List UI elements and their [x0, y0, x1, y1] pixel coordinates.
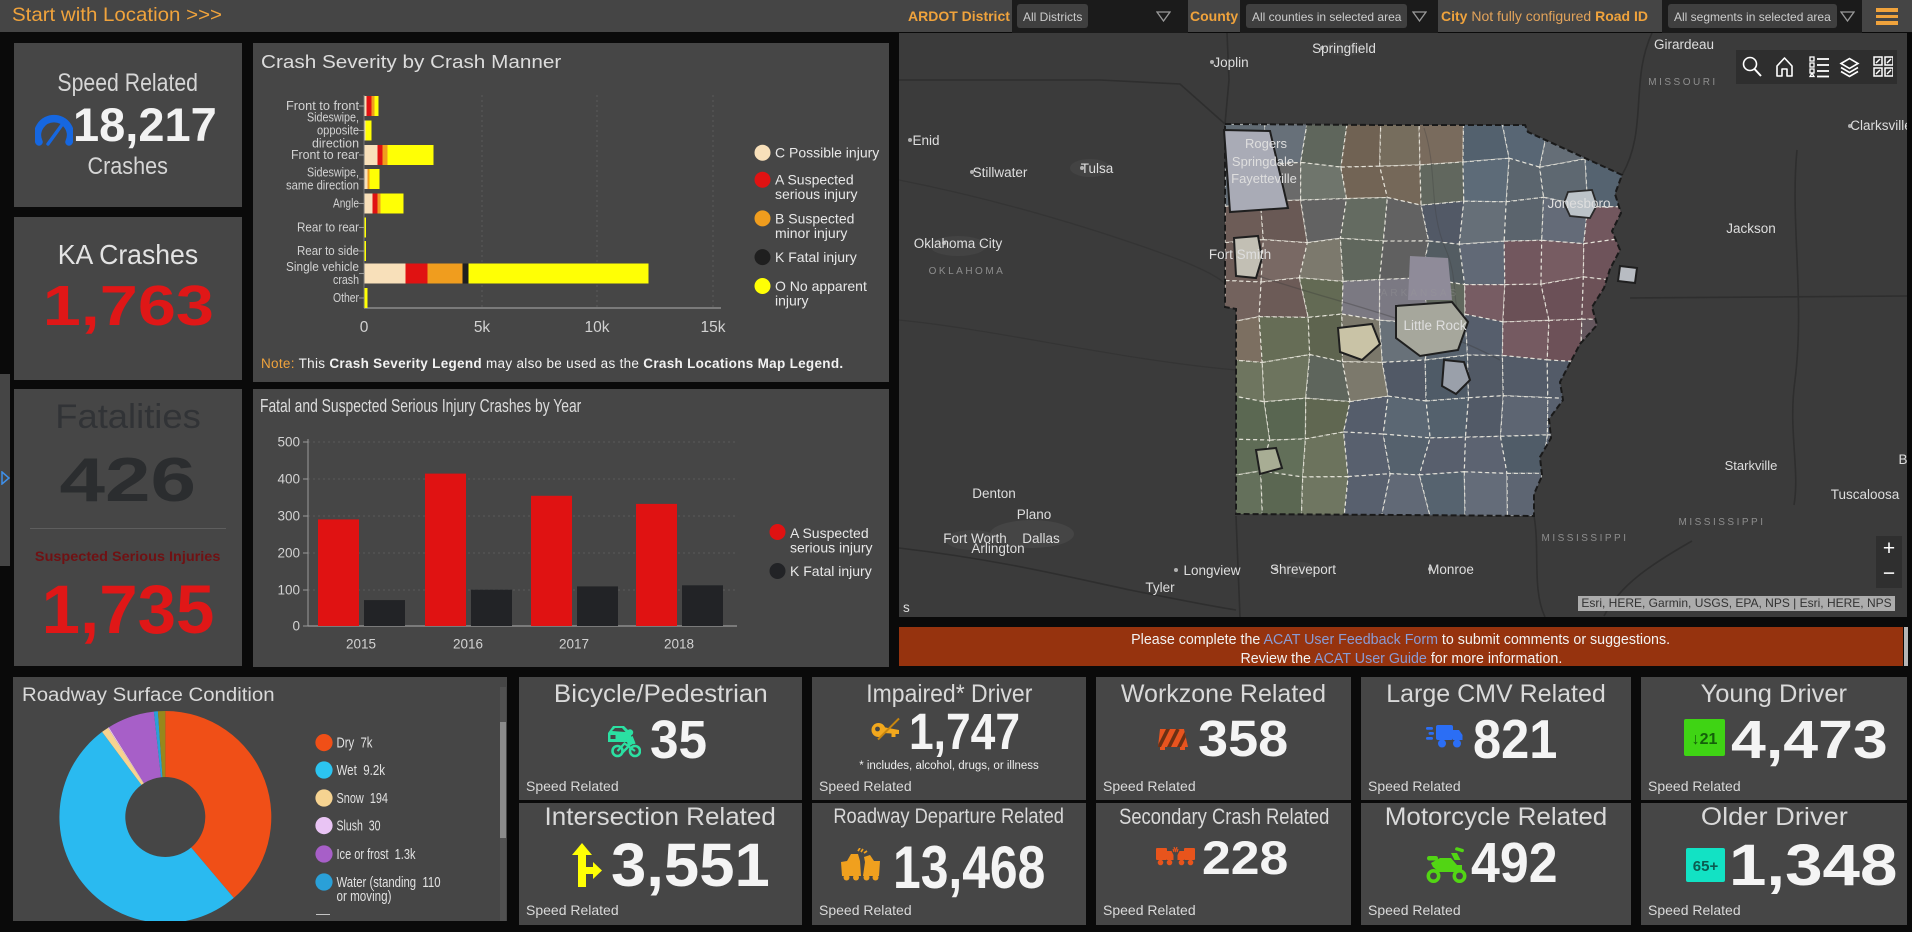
svg-text:MISSISSIPPI: MISSISSIPPI: [1542, 533, 1629, 544]
svg-text:Starkville: Starkville: [1725, 458, 1778, 473]
svg-text:Tyler: Tyler: [1145, 580, 1175, 595]
svg-text:Fayetteville: Fayetteville: [1231, 171, 1297, 186]
svg-text:2018: 2018: [664, 637, 694, 652]
svg-text:or moving): or moving): [337, 888, 392, 905]
svg-text:Slush 30: Slush 30: [337, 818, 381, 835]
svg-text:0: 0: [292, 619, 300, 634]
svg-text:Rogers: Rogers: [1245, 136, 1287, 151]
svg-text:Fort Worth: Fort Worth: [943, 531, 1007, 546]
svg-text:A Suspected: A Suspected: [790, 525, 869, 541]
svg-text:Girardeau: Girardeau: [1654, 37, 1714, 52]
svg-text:Ice or frost 1.3k: Ice or frost 1.3k: [337, 846, 416, 863]
svg-text:Angle: Angle: [333, 197, 359, 211]
svg-text:15k: 15k: [701, 319, 726, 336]
svg-text:10k: 10k: [585, 319, 610, 336]
svg-text:5k: 5k: [474, 319, 491, 336]
svg-text:Other: Other: [333, 291, 359, 305]
svg-text:OKLAHOMA: OKLAHOMA: [929, 266, 1006, 277]
svg-text:Fort Smith: Fort Smith: [1209, 247, 1271, 262]
svg-text:Water (standing 110: Water (standing 110: [337, 874, 441, 891]
svg-text:Rear to rear: Rear to rear: [297, 221, 359, 235]
svg-text:Springdale: Springdale: [1232, 154, 1294, 169]
svg-text:B Suspected: B Suspected: [775, 210, 854, 226]
svg-text:Jackson: Jackson: [1726, 221, 1776, 236]
svg-text:Monroe: Monroe: [1428, 562, 1474, 577]
svg-text:—: —: [316, 905, 330, 921]
svg-text:same direction: same direction: [286, 179, 359, 193]
svg-text:Sideswipe,: Sideswipe,: [307, 111, 359, 125]
svg-text:serious injury: serious injury: [775, 186, 857, 202]
svg-text:Joplin: Joplin: [1213, 55, 1248, 70]
svg-text:serious injury: serious injury: [790, 540, 872, 556]
svg-text:Longview: Longview: [1183, 563, 1240, 578]
svg-text:Arlington: Arlington: [971, 541, 1024, 556]
svg-text:ARKANSAS: ARKANSAS: [1381, 288, 1459, 299]
svg-text:0: 0: [360, 319, 369, 336]
svg-text:C Possible injury: C Possible injury: [775, 145, 879, 161]
svg-text:Single vehicle: Single vehicle: [286, 260, 359, 274]
svg-text:B: B: [1898, 452, 1907, 467]
svg-text:K Fatal injury: K Fatal injury: [790, 563, 872, 579]
svg-text:Shreveport: Shreveport: [1270, 562, 1336, 577]
svg-text:Stillwater: Stillwater: [973, 165, 1028, 180]
svg-text:O No apparent: O No apparent: [775, 278, 867, 294]
svg-text:Front to rear: Front to rear: [291, 148, 359, 162]
svg-text:2016: 2016: [453, 637, 483, 652]
svg-text:Dallas: Dallas: [1022, 531, 1060, 546]
svg-text:Tulsa: Tulsa: [1081, 161, 1114, 176]
svg-text:s: s: [903, 600, 910, 615]
svg-text:MISSISSIPPI: MISSISSIPPI: [1679, 517, 1766, 528]
svg-text:opposite: opposite: [317, 124, 359, 138]
svg-text:Enid: Enid: [912, 133, 939, 148]
svg-text:Rear to side: Rear to side: [297, 244, 359, 258]
svg-text:Front to front: Front to front: [286, 99, 360, 113]
svg-text:500: 500: [277, 435, 300, 450]
svg-text:400: 400: [277, 472, 300, 487]
svg-text:Wet 9.2k: Wet 9.2k: [337, 762, 386, 779]
svg-text:2017: 2017: [559, 637, 589, 652]
svg-text:minor injury: minor injury: [775, 225, 847, 241]
svg-text:Tuscaloosa: Tuscaloosa: [1831, 487, 1900, 502]
svg-text:Little Rock: Little Rock: [1403, 318, 1466, 333]
svg-text:Denton: Denton: [972, 486, 1016, 501]
svg-text:A Suspected: A Suspected: [775, 172, 854, 188]
svg-text:↓21: ↓21: [1692, 731, 1718, 748]
svg-text:MISSOURI: MISSOURI: [1648, 77, 1717, 88]
svg-text:Sideswipe,: Sideswipe,: [307, 166, 359, 180]
svg-text:65+: 65+: [1693, 858, 1719, 875]
svg-text:Clarksville: Clarksville: [1850, 118, 1907, 133]
svg-text:2015: 2015: [346, 637, 376, 652]
svg-text:200: 200: [277, 546, 300, 561]
svg-text:injury: injury: [775, 293, 808, 309]
svg-text:Dry 7k: Dry 7k: [337, 735, 373, 752]
svg-text:Plano: Plano: [1017, 507, 1052, 522]
svg-text:Jonesboro: Jonesboro: [1547, 196, 1610, 211]
svg-text:Snow 194: Snow 194: [337, 790, 389, 807]
svg-text:direction: direction: [312, 137, 359, 151]
svg-text:Springfield: Springfield: [1312, 41, 1376, 56]
svg-text:Oklahoma City: Oklahoma City: [914, 236, 1003, 251]
svg-text:K Fatal injury: K Fatal injury: [775, 249, 857, 265]
svg-text:300: 300: [277, 509, 300, 524]
svg-text:crash: crash: [333, 273, 359, 287]
svg-text:100: 100: [277, 583, 300, 598]
